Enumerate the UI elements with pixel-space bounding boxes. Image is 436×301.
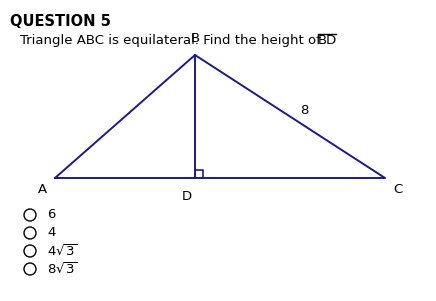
- Text: QUESTION 5: QUESTION 5: [10, 14, 111, 29]
- Text: C: C: [393, 183, 402, 196]
- Text: 4: 4: [47, 226, 55, 240]
- Text: 8: 8: [300, 104, 308, 116]
- Text: D: D: [182, 190, 192, 203]
- Text: A: A: [38, 183, 47, 196]
- Text: BD: BD: [318, 34, 337, 47]
- Text: Triangle ABC is equilateral. Find the height of: Triangle ABC is equilateral. Find the he…: [20, 34, 325, 47]
- Text: 6: 6: [47, 209, 55, 222]
- Text: $4\sqrt{3}$: $4\sqrt{3}$: [47, 244, 78, 259]
- Text: $8\sqrt{3}$: $8\sqrt{3}$: [47, 261, 78, 277]
- Text: B: B: [191, 32, 200, 45]
